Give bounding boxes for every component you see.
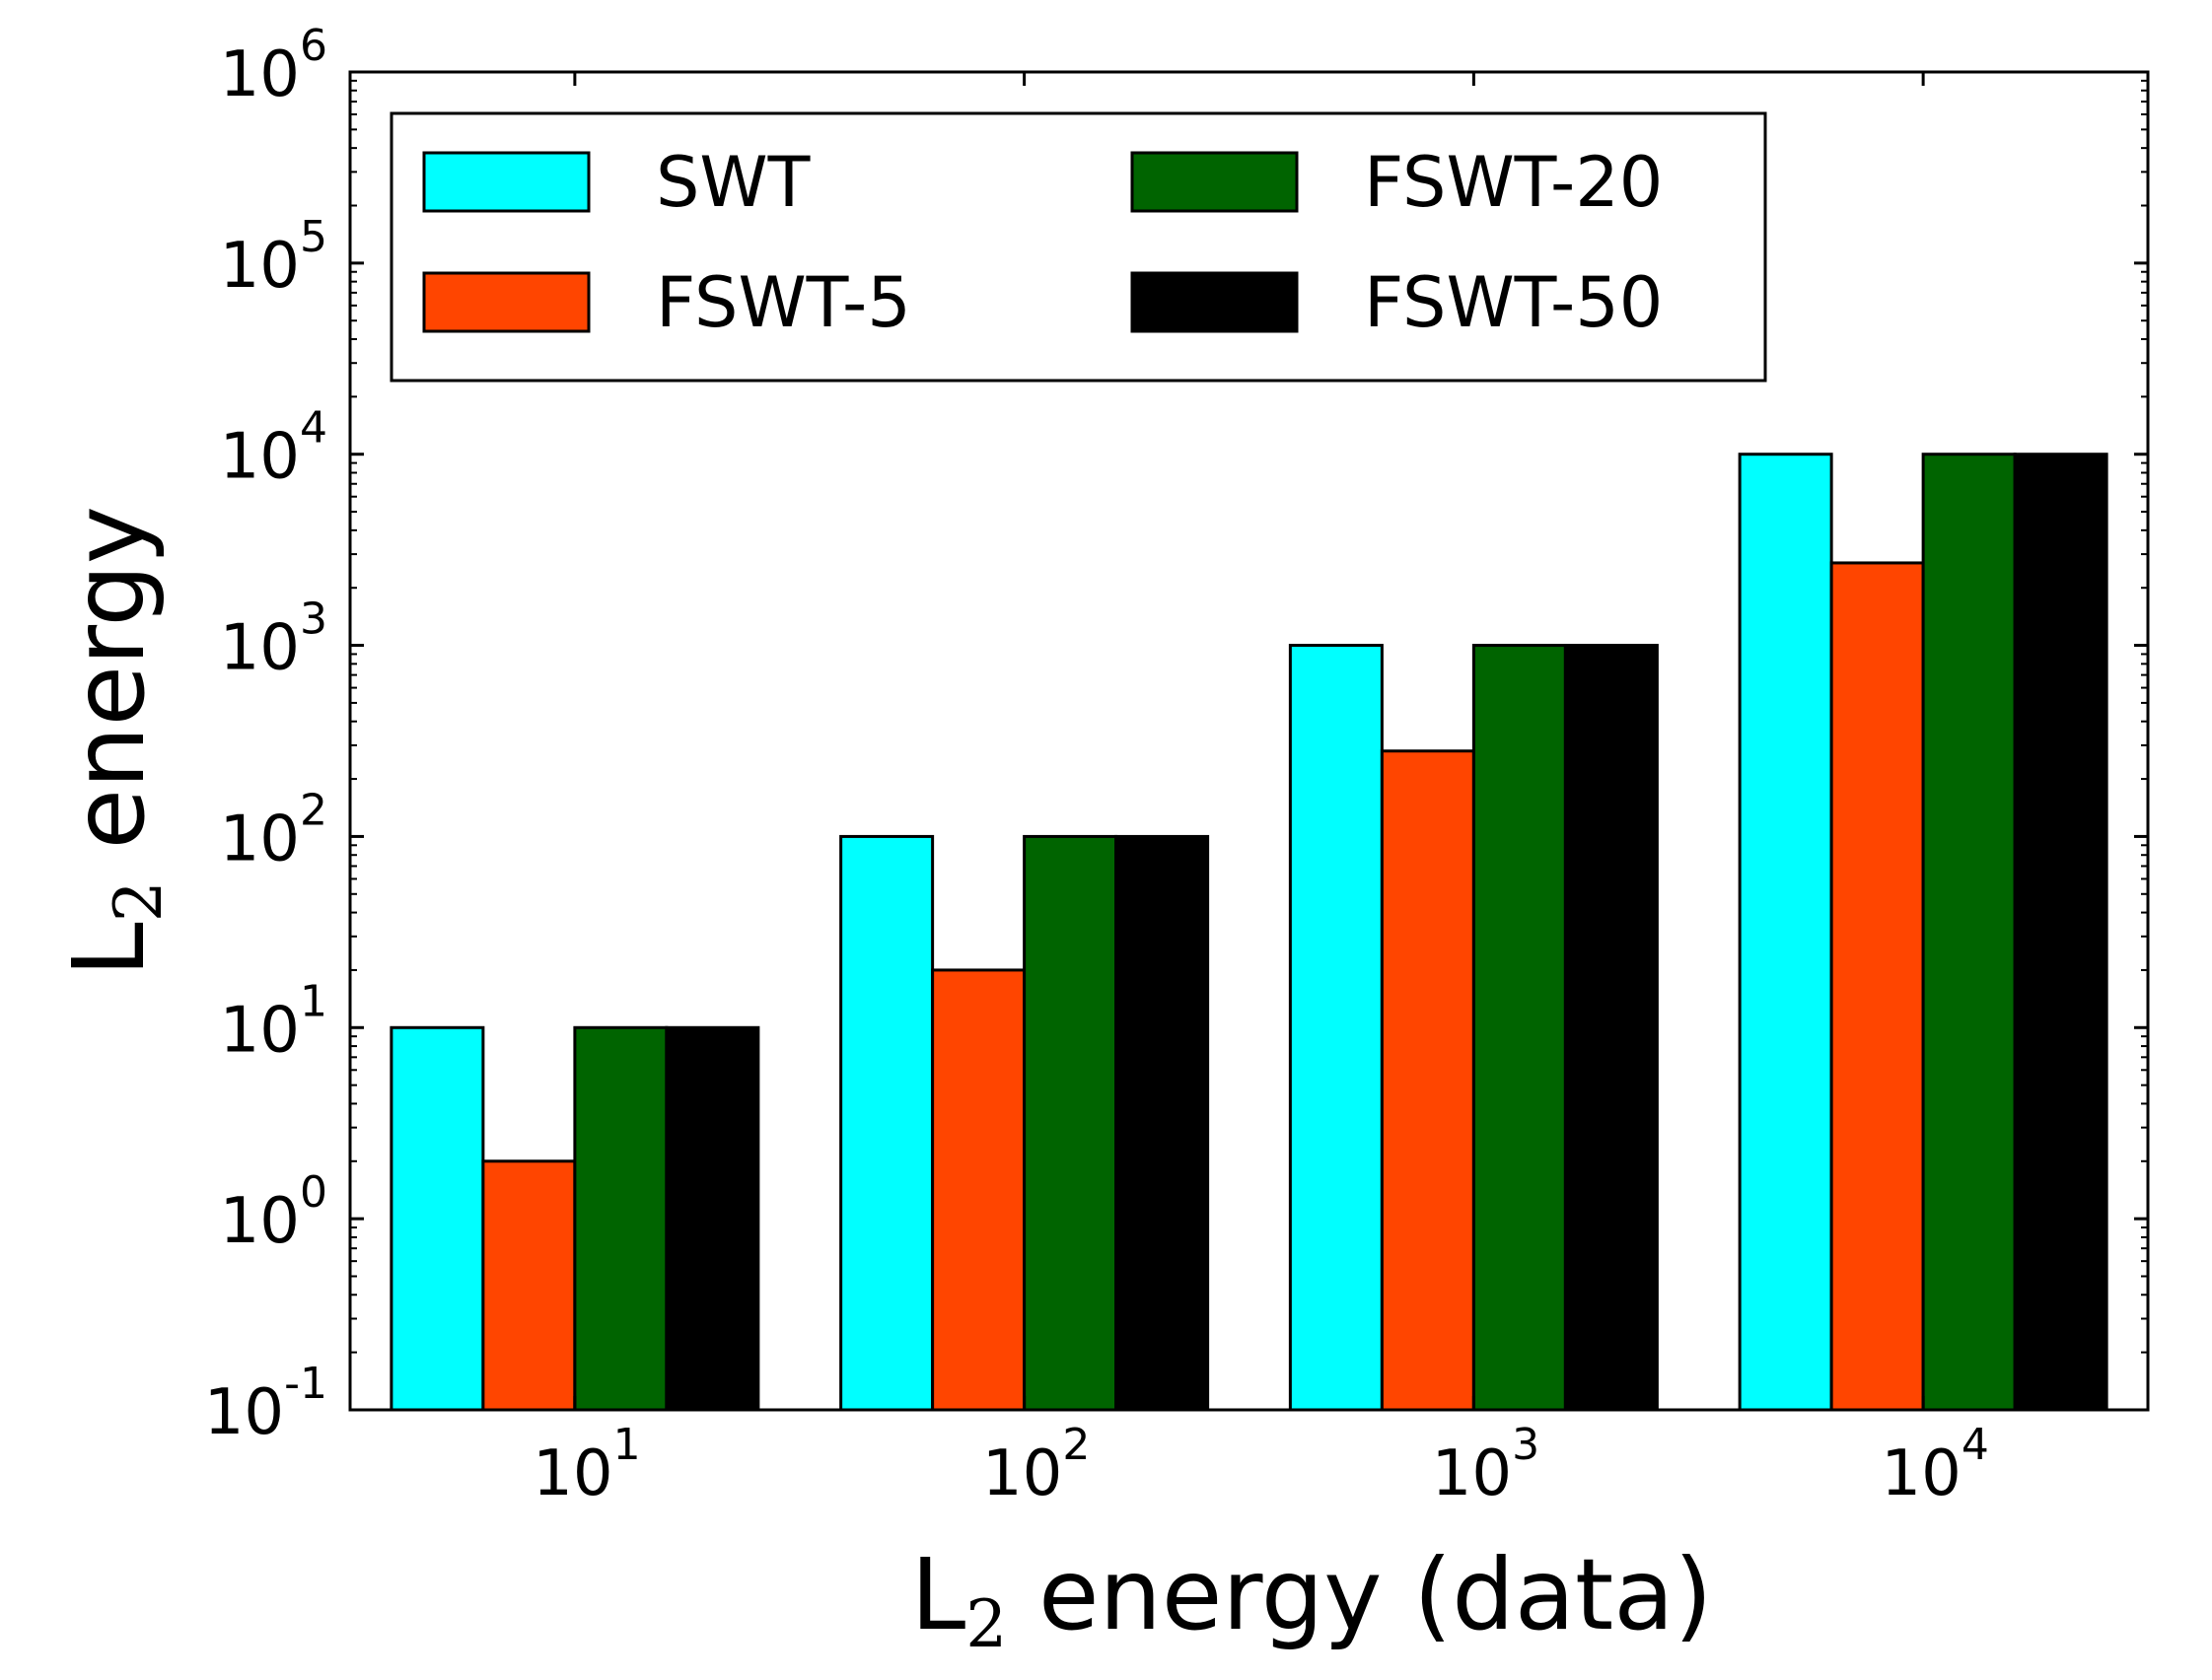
bar-fswt-5-3 [1380,749,1475,1412]
legend-label-fswt-20: FSWT-20 [1364,142,1663,223]
bar-fswt-20-3 [1471,644,1567,1412]
x-axis-label: L2 energy (data) [910,1537,1712,1662]
bar-swt-4 [1738,453,1833,1412]
legend-label-fswt-5: FSWT-5 [656,262,911,343]
bar-fswt-20-4 [1921,453,2017,1412]
y-tick-label: 102 [220,785,327,875]
bar-fswt-50-3 [1563,644,1659,1412]
bar-swt-2 [839,834,935,1412]
x-tick-label: 102 [982,1420,1090,1510]
bar-fswt-5-4 [1829,561,1925,1412]
bar-fswt-50-4 [2013,453,2108,1412]
legend-swatch-fswt-20 [1130,151,1299,213]
plot-frame [348,70,2150,1412]
y-axis-label: L2 energy [51,506,177,977]
bar-swt-3 [1288,644,1384,1412]
x-tick-label: 101 [533,1420,640,1510]
bar-fswt-50-1 [665,1025,760,1412]
bar-fswt-5-2 [931,968,1027,1412]
y-tick-labels: 10-1 100 101 102 103 104 105 106 [204,21,327,1449]
legend-swatch-fswt-50 [1130,271,1299,333]
x-tick-label: 104 [1881,1420,1988,1510]
y-tick-label: 10-1 [204,1359,327,1449]
y-tick-label: 104 [220,403,327,494]
legend-swatch-swt [422,151,591,213]
x-tick-labels: 101 102 103 104 [533,1420,1989,1510]
legend-swatch-fswt-5 [422,271,591,333]
bar-swt-1 [390,1025,485,1412]
bar-fswt-20-1 [573,1025,669,1412]
bar-fswt-20-2 [1023,834,1118,1412]
legend-label-fswt-50: FSWT-50 [1364,262,1663,343]
y-tick-label: 103 [220,595,327,685]
bars-layer [390,453,2108,1412]
y-tick-label: 100 [220,1167,327,1258]
legend-label-swt: SWT [656,142,811,223]
x-tick-label: 103 [1432,1420,1539,1510]
legend-frame [390,111,1767,383]
legend: SWT FSWT-5 FSWT-20 FSWT-50 [390,111,1767,383]
y-tick-label: 101 [220,976,327,1067]
bar-fswt-5-1 [481,1159,577,1412]
y-tick-label: 106 [220,21,327,111]
y-tick-label: 105 [220,212,327,303]
bar-fswt-50-2 [1114,834,1210,1412]
